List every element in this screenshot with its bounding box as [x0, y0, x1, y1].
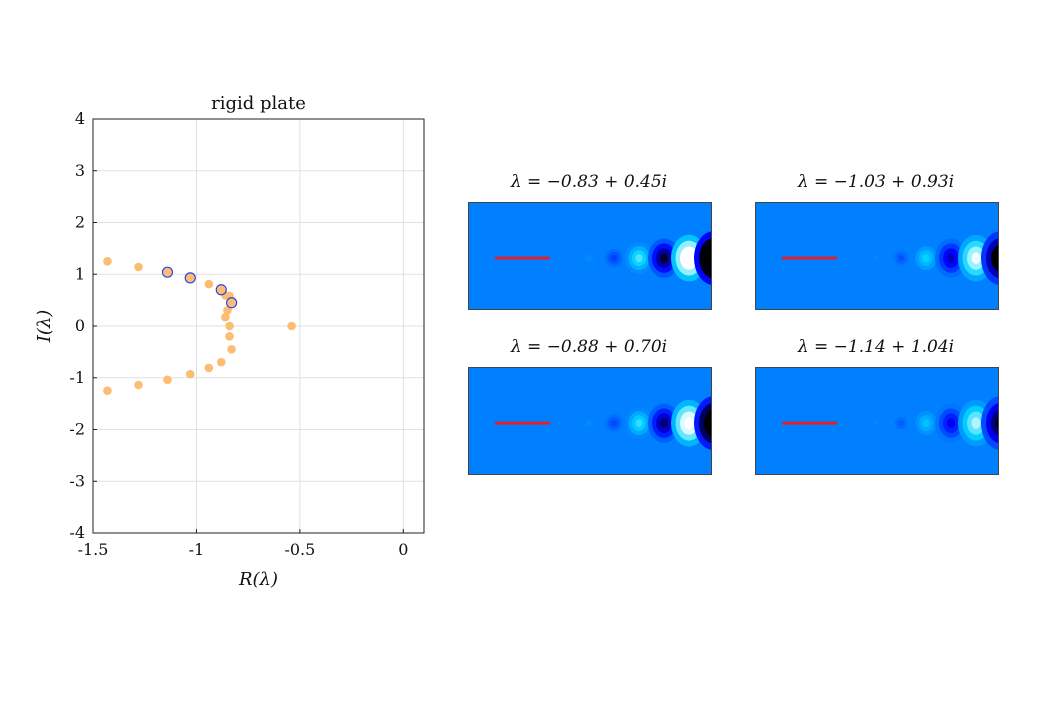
eigenvalue-point [103, 257, 112, 266]
x-axis-label: R(λ) [238, 569, 278, 590]
mode-field-panel [755, 367, 999, 475]
field-contour [562, 421, 566, 425]
y-tick-label: -1 [69, 368, 85, 387]
field-contour [684, 417, 694, 429]
field-contour [704, 410, 711, 436]
field-contour [971, 417, 981, 429]
field-contour [635, 419, 643, 428]
y-tick-label: 1 [75, 264, 85, 283]
scatter-title: rigid plate [211, 93, 306, 114]
field-contour [991, 245, 998, 271]
highlighted-eigenvalue-marker [161, 266, 174, 278]
eigenvalue-point [225, 332, 234, 341]
plot-grid [92, 119, 424, 533]
field-contour [996, 252, 998, 264]
highlighted-eigenvalue-marker [226, 297, 238, 309]
mode-panel-title: λ = −1.14 + 1.04i [797, 337, 955, 357]
eigenvalue-point [223, 306, 232, 315]
eigenvalue-point [225, 321, 234, 331]
field-contour [898, 420, 904, 427]
eigenvalue-point [163, 375, 172, 385]
highlighted-eigenvalue-marker [184, 272, 196, 284]
field-contour [709, 252, 711, 264]
mode-field-panel [468, 202, 712, 310]
eigenvalue-point [185, 369, 195, 379]
y-tick-label: 2 [75, 213, 85, 232]
eigenvalue-point [103, 386, 112, 395]
field-contour [971, 252, 981, 264]
field-contour [684, 252, 694, 264]
field-contour [562, 256, 566, 260]
field-contour [849, 421, 853, 425]
highlighted-eigenvalue-marker [215, 284, 227, 296]
field-contour [996, 417, 998, 429]
eigenvalue-point [287, 321, 296, 331]
y-tick-label: -2 [69, 420, 85, 439]
field-contour [922, 254, 930, 263]
field-contour [586, 420, 592, 426]
field-contour [660, 253, 668, 264]
x-tick-label: 0 [398, 540, 408, 559]
mode-panel-title: λ = −0.83 + 0.45i [510, 172, 668, 192]
eigenvalue-point [227, 298, 236, 308]
y-tick-label: 4 [75, 109, 85, 128]
field-contour [991, 410, 998, 436]
data-points [103, 257, 296, 395]
eigenvalue-point [221, 312, 230, 322]
eigenvalue-point [163, 267, 172, 277]
field-contour [611, 420, 617, 427]
field-contour [635, 254, 643, 263]
field-contour [873, 420, 879, 426]
mode-field-panel [755, 202, 999, 310]
mode-panel-title: λ = −0.88 + 0.70i [510, 337, 668, 357]
x-tick-label: -1.5 [78, 540, 109, 559]
y-tick-label: -3 [69, 471, 85, 490]
eigenvalue-point [204, 363, 214, 373]
field-contour [849, 256, 853, 260]
eigenvalue-point [185, 273, 195, 283]
field-contour [660, 418, 668, 429]
eigenvalue-point [204, 279, 214, 289]
y-tick-label: 3 [75, 161, 85, 180]
field-contour [709, 417, 711, 429]
field-contour [922, 419, 930, 428]
x-tick-label: -1 [189, 540, 205, 559]
field-contour [873, 255, 879, 261]
field-contour [611, 255, 617, 262]
field-contour [947, 418, 955, 429]
mode-panel-title: λ = −1.03 + 0.93i [797, 172, 955, 192]
axis-ticks: -1.5 -1 -0.5 0 4 3 2 1 0 -1 -2 -3 -4 [69, 109, 408, 559]
field-contour [704, 245, 711, 271]
y-tick-label: 0 [75, 316, 85, 335]
field-contour [947, 253, 955, 264]
y-tick-label: -4 [69, 523, 85, 542]
mode-field-panel [468, 367, 712, 475]
eigenvalue-point [227, 344, 236, 354]
eigenvalue-point [134, 380, 143, 390]
y-axis-label: I(λ) [34, 310, 55, 344]
field-contour [898, 255, 904, 262]
eigenvalue-point [134, 262, 143, 272]
x-tick-label: -0.5 [284, 540, 315, 559]
field-contour [586, 255, 592, 261]
eigenvalue-point [216, 357, 226, 367]
